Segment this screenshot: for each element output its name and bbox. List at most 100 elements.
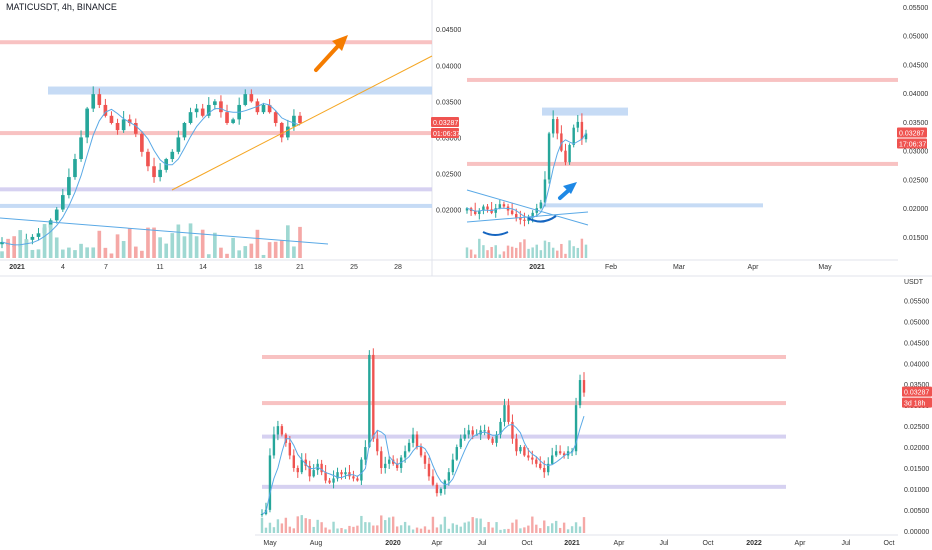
candle-body	[296, 467, 299, 473]
y-tick-label: USDT	[904, 279, 924, 286]
countdown-label: 17:06:37	[899, 141, 926, 148]
volume-bar	[447, 528, 451, 533]
volume-bar	[479, 518, 482, 533]
volume-bar	[264, 527, 268, 533]
candle-body	[272, 434, 276, 456]
y-tick-label: 0.05500	[904, 298, 929, 305]
volume-bar	[482, 245, 485, 258]
volume-bar	[304, 518, 307, 533]
y-tick-label: 0.05500	[903, 5, 928, 12]
candle-body	[312, 470, 315, 477]
candle-body	[225, 112, 229, 123]
volume-bar	[372, 525, 375, 533]
volume-bar	[320, 522, 323, 533]
candle-body	[109, 115, 114, 123]
candle-body	[419, 447, 423, 456]
candle-body	[344, 472, 347, 475]
candle-body	[451, 459, 455, 473]
candle-body	[471, 430, 474, 435]
candle-body	[519, 447, 522, 452]
y-tick-label: 0.01000	[904, 487, 929, 494]
volume-bar	[360, 515, 363, 533]
volume-bar	[475, 518, 478, 533]
candle-body	[30, 236, 35, 240]
volume-bar	[279, 240, 284, 258]
candle-body	[152, 166, 156, 178]
descending-channel-bottom[interactable]	[466, 211, 589, 223]
candle-body	[133, 122, 138, 134]
candle-body	[411, 434, 415, 443]
volume-bar	[572, 246, 575, 258]
candle-body	[292, 455, 295, 468]
candle-body	[539, 202, 543, 209]
countdown-tag	[431, 127, 459, 138]
volume-bar	[399, 525, 403, 533]
volume-bar	[539, 528, 542, 533]
candle-body	[127, 119, 132, 123]
descending-channel-top[interactable]	[466, 189, 589, 226]
volume-bar	[36, 249, 41, 258]
volume-bar	[42, 224, 47, 258]
price-tag-label: 0.03287	[899, 130, 924, 137]
volume-bar	[340, 528, 343, 533]
candle-body	[423, 455, 427, 464]
volume-bar	[194, 236, 199, 258]
candle-body	[324, 472, 327, 481]
volume-bar	[243, 246, 248, 258]
volume-bar	[423, 526, 427, 533]
volume-bar	[225, 253, 229, 258]
volume-bar	[352, 526, 355, 533]
candle-body	[415, 434, 419, 448]
volume-bar	[146, 227, 150, 258]
volume-bar	[140, 250, 144, 258]
x-tick-label: Oct	[522, 540, 533, 547]
candle-body	[276, 426, 280, 435]
candle-body	[499, 421, 502, 435]
descending-trendline[interactable]	[0, 217, 329, 245]
volume-bar	[547, 242, 551, 258]
volume-bar	[519, 242, 522, 258]
x-tick-label: 2021	[564, 540, 580, 547]
candle-body	[582, 380, 586, 393]
ascending-trendline[interactable]	[171, 55, 433, 191]
candle-body	[562, 453, 566, 456]
zone-purple	[262, 434, 786, 439]
volume-bar	[443, 516, 447, 533]
volume-bar	[494, 245, 497, 258]
x-tick-label: Aug	[310, 540, 323, 547]
volume-bar	[255, 229, 260, 258]
candle-body	[523, 219, 526, 221]
candle-body	[340, 472, 343, 475]
candle-body	[158, 169, 162, 178]
candle-body	[564, 150, 567, 163]
volume-bar	[18, 230, 23, 258]
price-tag-label: 0.03287	[904, 390, 929, 397]
candle-body	[576, 121, 580, 128]
candle-body	[547, 463, 550, 473]
volume-bar	[332, 521, 335, 533]
volume-bar	[506, 245, 510, 258]
candle-body	[268, 455, 272, 510]
zone-red	[467, 77, 898, 82]
volume-bar	[535, 244, 538, 258]
volume-bar	[261, 254, 266, 258]
volume-bar	[109, 253, 114, 258]
volume-bar	[268, 522, 272, 533]
volume-bar	[531, 516, 534, 533]
x-tick-label: Mar	[673, 264, 686, 271]
candle-body	[36, 233, 41, 237]
candle-body	[478, 210, 481, 214]
price-tag	[431, 116, 459, 127]
zone-blue	[540, 203, 763, 208]
candle-body	[558, 451, 562, 454]
candle-body	[473, 211, 477, 214]
volume-bar	[348, 525, 351, 533]
volume-bar	[24, 239, 29, 258]
candle-body	[54, 209, 59, 221]
y-tick-label: 0.04000	[436, 63, 461, 70]
candle-body	[368, 354, 371, 448]
candle-body	[73, 159, 77, 178]
countdown-tag	[902, 397, 932, 408]
breakout-arrow-blue-icon	[558, 182, 577, 200]
